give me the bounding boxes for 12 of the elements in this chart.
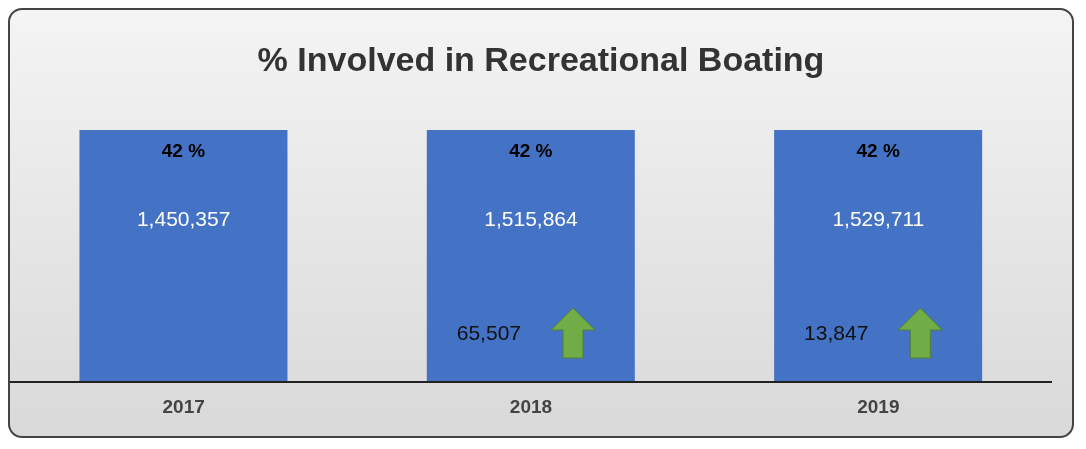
annotation: 13,847 (804, 320, 869, 344)
annotation: 65,507 (456, 320, 521, 344)
x-tick-label: 2017 (162, 396, 205, 418)
annotation: 1,515,864 (484, 206, 579, 230)
data-label: 42 % (509, 140, 553, 162)
data-label: 42 % (856, 140, 900, 162)
data-label: 42 % (161, 140, 206, 162)
chart-title: % Involved in Recreational Boating (256, 39, 826, 80)
x-tick-label: 2019 (857, 396, 900, 418)
x-tick-label: 2018 (509, 396, 553, 418)
annotation: 1,450,357 (136, 206, 231, 230)
annotation: 1,529,711 (832, 206, 925, 230)
